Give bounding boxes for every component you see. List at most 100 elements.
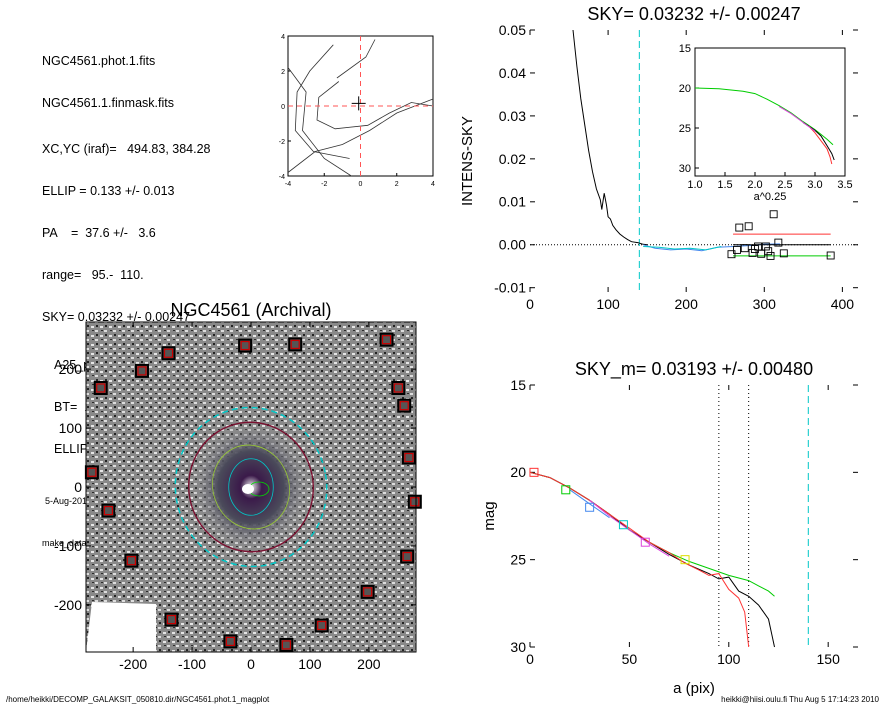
inset-ytick-label: 20	[679, 83, 691, 95]
sky-series-line	[643, 246, 722, 251]
inset-series-line	[694, 87, 834, 146]
inset-series-line	[808, 126, 833, 165]
sky-point-box	[774, 238, 783, 247]
sky-ylabel: INTENS-SKY	[459, 116, 476, 206]
sky-xtick-label: 0	[526, 296, 534, 312]
mag-ytick-label: 15	[510, 377, 526, 393]
sky-point-box	[744, 222, 753, 231]
contour-line	[336, 39, 376, 79]
mask-box-inner	[137, 366, 147, 376]
sky-point-box	[764, 247, 773, 256]
mag-xtick-label: 0	[526, 651, 534, 667]
mask-box	[397, 398, 412, 413]
mask-box-inner	[166, 614, 177, 625]
mag-point-box	[640, 537, 650, 547]
mag-ylabel: mag	[481, 501, 498, 530]
mask-box	[360, 584, 375, 599]
sky-series-line	[572, 29, 648, 246]
mask-box	[407, 494, 422, 509]
mag-series-line	[589, 499, 670, 557]
mag-xtick-label: 50	[622, 651, 638, 667]
sky-point-box	[779, 249, 788, 258]
mask-box	[164, 612, 179, 627]
mag-ytick-label: 20	[510, 464, 526, 480]
mask-box-inner	[402, 551, 412, 562]
inset-xtick-label: 1.0	[687, 179, 702, 191]
mask-box	[314, 618, 329, 633]
sky-xtick-label: 300	[753, 296, 777, 312]
mask-box	[124, 553, 139, 568]
mag-title: SKY_m= 0.03193 +/- 0.00480	[575, 359, 813, 380]
sky-ytick-label: -0.01	[494, 280, 526, 296]
contour-ytick-label: -4	[279, 174, 285, 181]
contour-line	[287, 67, 352, 177]
sky-title: SKY= 0.03232 +/- 0.00247	[587, 4, 800, 24]
mag-point-box	[529, 467, 539, 477]
image-xtick-label: 200	[357, 656, 381, 672]
contour-line	[287, 98, 434, 173]
contour-ytick-label: 4	[281, 34, 285, 41]
sky-xtick-label: 400	[831, 296, 855, 312]
footer-path: /home/heikki/DECOMP_GALAKSIT_050810.dir/…	[6, 695, 270, 704]
mask-box-inner	[240, 340, 250, 351]
info-line-pa: PA = 37.6 +/- 3.6	[42, 226, 156, 240]
mask-box-inner	[87, 467, 97, 477]
sky-point-box	[826, 251, 835, 260]
mask-box-inner	[103, 505, 113, 516]
contour-xtick-label: -2	[321, 181, 327, 188]
mask-box	[279, 637, 294, 652]
contour-line	[294, 44, 350, 159]
mask-box	[93, 381, 108, 395]
galaxy-nucleus	[242, 484, 254, 494]
mag-xlabel: a (pix)	[673, 680, 715, 697]
mask-box	[101, 503, 116, 518]
image-xtick-label: 0	[247, 656, 255, 672]
sky-xtick-label: 200	[675, 296, 699, 312]
image-ytick-label: 200	[59, 361, 83, 377]
mask-box	[391, 381, 406, 395]
contour-ytick-label: 2	[281, 69, 285, 76]
image-ytick-label: 0	[74, 479, 82, 495]
inset-ytick-label: 15	[679, 43, 691, 55]
mag-series-line	[529, 471, 775, 597]
galaxy-iso-contour	[228, 458, 274, 516]
sky-ytick-label: 0.02	[499, 151, 526, 167]
mag-point-box	[680, 555, 690, 565]
mag-series-line	[529, 471, 750, 648]
info-line-range: range= 95.- 110.	[42, 268, 144, 282]
sky-ytick-label: 0.00	[499, 237, 526, 253]
mask-box	[238, 338, 253, 353]
info-line-mask: NGC4561.1.finmask.fits	[42, 96, 174, 110]
sky-ytick-label: 0.03	[499, 108, 526, 124]
mask-box-inner	[290, 339, 300, 349]
sky-point-box	[761, 242, 770, 251]
mag-xtick-label: 100	[717, 651, 741, 667]
sky-point-box	[733, 245, 741, 254]
galaxy-sky-ellipse	[174, 406, 328, 568]
sky-point-box	[735, 223, 744, 232]
sky-point-box	[740, 244, 749, 253]
image-ytick-label: -200	[54, 597, 82, 613]
image-title: NGC4561 (Archival)	[170, 300, 331, 320]
contour-xtick-label: 4	[431, 181, 435, 188]
mask-box-inner	[225, 636, 235, 646]
mask-box-inner	[317, 620, 327, 631]
contour-xtick-label: 2	[395, 181, 399, 188]
sky-ytick-label: 0.05	[499, 22, 526, 38]
image-ytick-label: 100	[59, 420, 83, 436]
mask-box-inner	[363, 587, 373, 597]
mask-box-inner	[410, 497, 420, 507]
info-line-sky: SKY= 0.03232 +/- 0.00247	[42, 310, 191, 324]
galaxy-outer-ellipse	[187, 421, 315, 553]
sky-point-box	[769, 210, 778, 219]
info-line-file: NGC4561.phot.1.fits	[42, 54, 156, 68]
sky-ytick-label: 0.01	[499, 194, 526, 210]
contour-ytick-label: 0	[281, 104, 285, 111]
mask-box-inner	[381, 335, 392, 345]
mag-xtick-label: 150	[817, 651, 841, 667]
mask-box-inner	[393, 383, 403, 393]
inset-series-line	[802, 121, 835, 161]
mask-box	[288, 337, 303, 352]
contour-xtick-label: -4	[285, 181, 291, 188]
